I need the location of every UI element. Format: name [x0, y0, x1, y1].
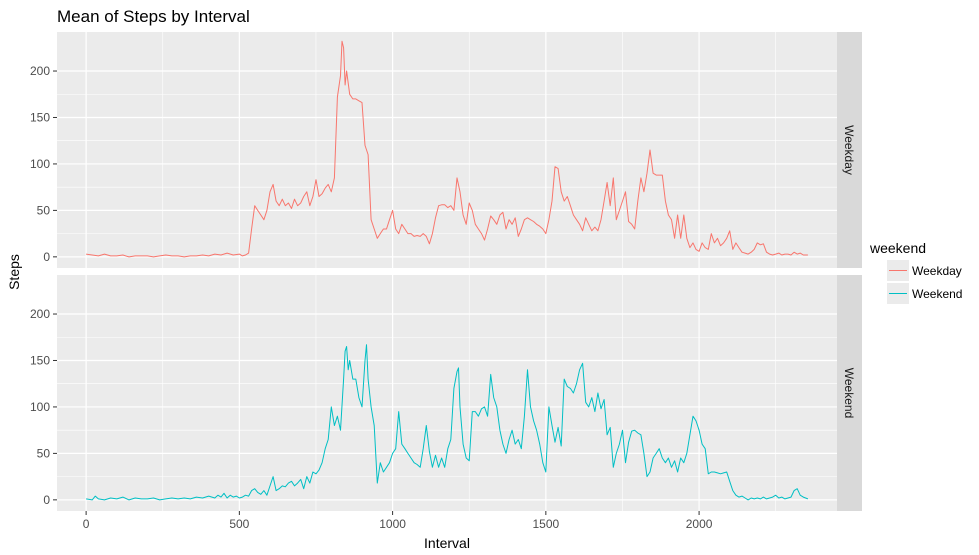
panel-weekday-series	[86, 40, 808, 258]
y-tick-label: 200	[30, 64, 50, 78]
series-line-weekday	[86, 40, 808, 258]
x-tick-label: 1500	[532, 517, 559, 531]
legend: weekend Weekday Weekend	[869, 240, 962, 304]
y-tick-label: 100	[30, 157, 50, 171]
strip-weekday	[837, 32, 862, 268]
y-tick-label: 150	[30, 353, 50, 367]
x-tick-label: 0	[83, 517, 90, 531]
strip-label-weekend: Weekend	[842, 368, 856, 418]
panel-weekday	[57, 32, 837, 268]
legend-label-weekday: Weekday	[912, 264, 962, 278]
x-axis-title: Interval	[424, 535, 470, 551]
legend-label-weekend: Weekend	[912, 287, 962, 301]
panel-weekend-series	[86, 344, 809, 501]
y-tick-label: 0	[43, 493, 50, 507]
x-tick-label: 500	[229, 517, 249, 531]
chart-title: Mean of Steps by Interval	[57, 7, 250, 26]
y-axis-ticks: 0 50 100 150 200 0 50 100 150 200	[30, 64, 57, 507]
strip-label-weekday: Weekday	[842, 125, 856, 175]
y-tick-label: 50	[37, 446, 51, 460]
y-tick-label: 200	[30, 307, 50, 321]
panel-weekday-grid	[57, 32, 837, 268]
series-line-weekend	[86, 344, 809, 501]
legend-title: weekend	[869, 240, 926, 256]
panel-weekend	[57, 275, 837, 511]
y-axis-title: Steps	[6, 254, 22, 290]
x-tick-label: 2000	[686, 517, 713, 531]
y-tick-label: 100	[30, 400, 50, 414]
strip-weekend	[837, 275, 862, 511]
y-tick-label: 50	[37, 203, 51, 217]
x-axis-ticks: 0 500 1000 1500 2000	[83, 511, 713, 531]
x-tick-label: 1000	[379, 517, 406, 531]
y-tick-label: 150	[30, 110, 50, 124]
y-tick-label: 0	[43, 250, 50, 264]
